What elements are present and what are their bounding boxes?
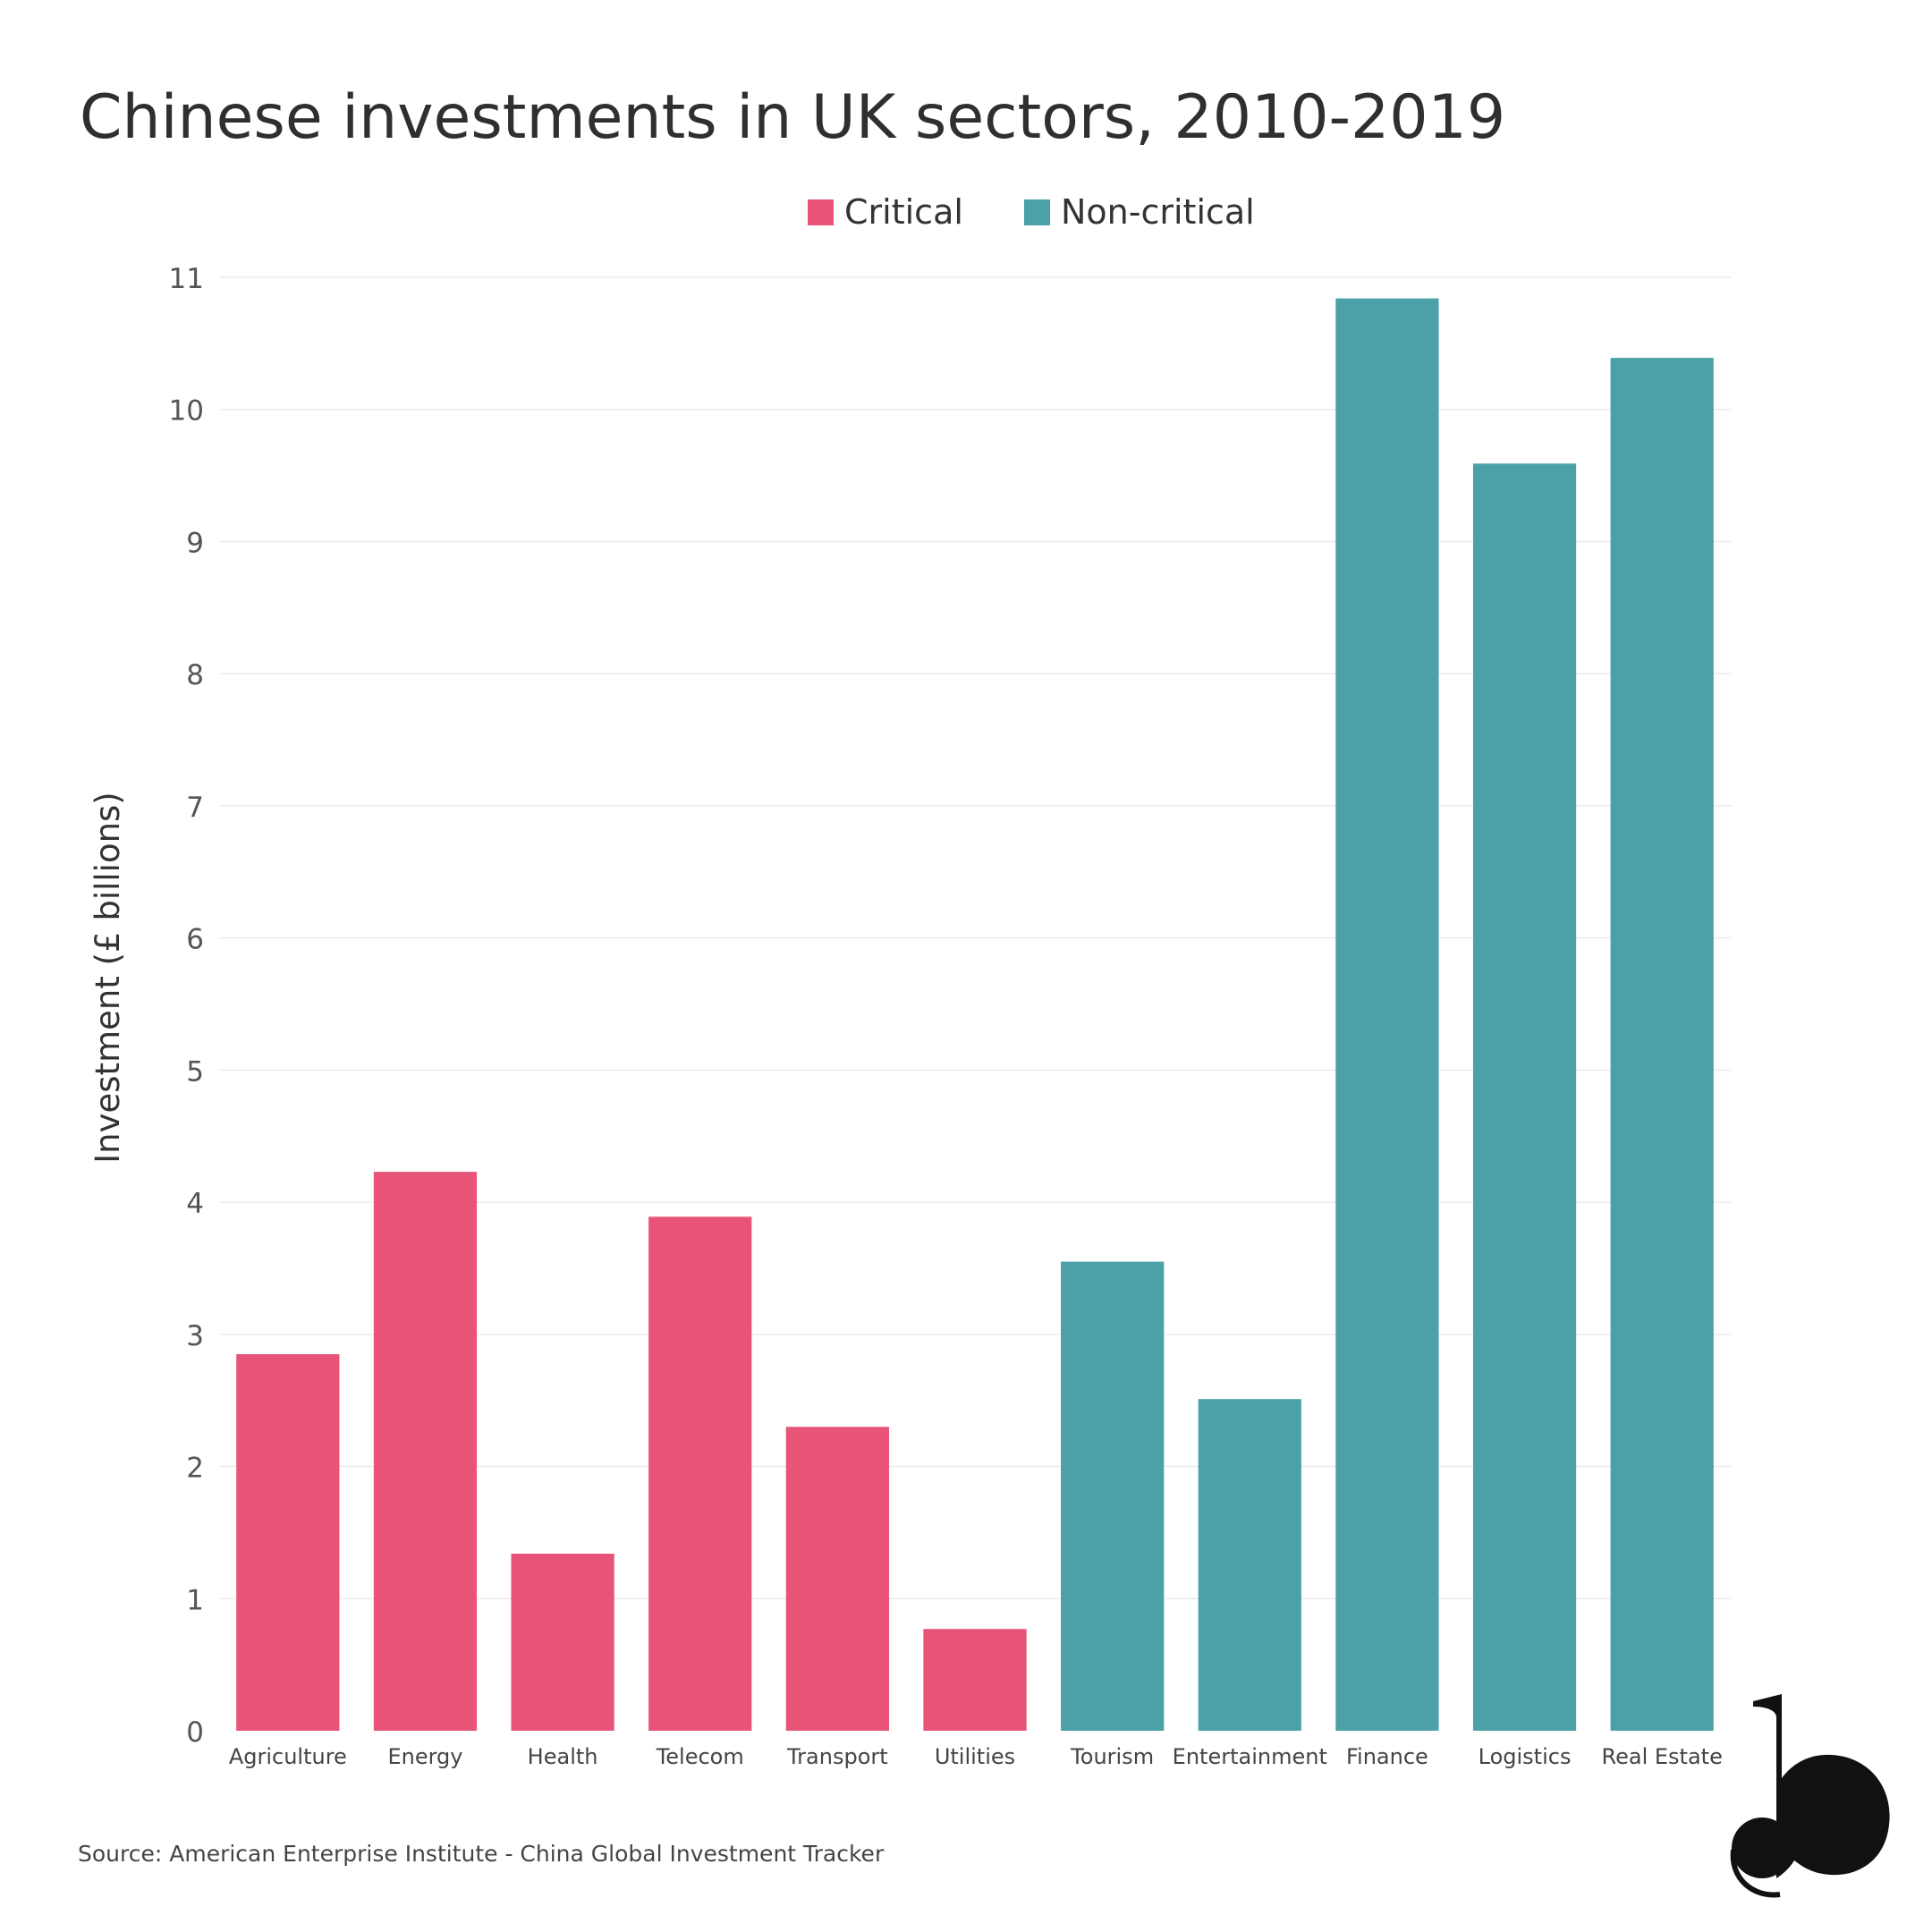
chart-title: Chinese investments in UK sectors, 2010-… bbox=[80, 82, 1506, 153]
x-tick-label: Tourism bbox=[1070, 1744, 1154, 1769]
bar-tourism[interactable] bbox=[1061, 1261, 1165, 1731]
y-tick-label: 10 bbox=[169, 395, 204, 428]
legend-swatch-critical bbox=[808, 199, 834, 225]
bar-telecom[interactable] bbox=[648, 1216, 752, 1731]
legend-swatch-non-critical bbox=[1024, 199, 1050, 225]
y-tick-label: 5 bbox=[186, 1055, 204, 1088]
bar-logistics[interactable] bbox=[1472, 463, 1577, 1732]
brand-logo-icon bbox=[1730, 1694, 1890, 1898]
y-tick-label: 0 bbox=[186, 1716, 204, 1749]
y-tick-label: 1 bbox=[186, 1584, 204, 1616]
bar-health[interactable] bbox=[511, 1554, 614, 1731]
y-tick-label: 3 bbox=[186, 1320, 204, 1352]
x-tick-label: Real Estate bbox=[1602, 1744, 1723, 1769]
y-axis-ticks: 0 1 2 3 4 5 6 7 8 9 10 11 bbox=[169, 263, 204, 1749]
source-note: Source: American Enterprise Institute - … bbox=[78, 1841, 885, 1867]
bar-transport[interactable] bbox=[785, 1427, 889, 1731]
bar-energy[interactable] bbox=[373, 1172, 478, 1731]
x-tick-label: Logistics bbox=[1479, 1744, 1572, 1769]
x-tick-label: Finance bbox=[1346, 1744, 1428, 1769]
y-tick-label: 7 bbox=[186, 792, 204, 824]
y-tick-label: 2 bbox=[186, 1453, 204, 1485]
x-axis-ticks: Agriculture Energy Health Telecom Transport U… bbox=[229, 1744, 1723, 1769]
x-tick-label: Entertainment bbox=[1173, 1744, 1327, 1769]
bar-finance[interactable] bbox=[1335, 298, 1439, 1731]
y-tick-label: 6 bbox=[186, 924, 204, 956]
x-tick-label: Transport bbox=[786, 1744, 888, 1769]
bar-utilities[interactable] bbox=[923, 1629, 1027, 1731]
bar-entertainment[interactable] bbox=[1198, 1399, 1301, 1731]
x-tick-label: Agriculture bbox=[229, 1744, 347, 1769]
x-tick-label: Health bbox=[528, 1744, 598, 1769]
x-tick-label: Telecom bbox=[656, 1744, 744, 1769]
x-tick-label: Utilities bbox=[935, 1744, 1015, 1769]
legend-label-non-critical: Non-critical bbox=[1061, 192, 1255, 232]
bar-real-estate[interactable] bbox=[1610, 358, 1714, 1731]
legend: Critical Non-critical bbox=[0, 192, 1932, 246]
legend-item-critical[interactable]: Critical bbox=[808, 192, 963, 232]
legend-label-critical: Critical bbox=[844, 192, 963, 232]
y-tick-label: 4 bbox=[186, 1188, 204, 1220]
legend-item-non-critical[interactable]: Non-critical bbox=[1024, 192, 1255, 232]
bar-agriculture[interactable] bbox=[236, 1353, 340, 1731]
y-axis-label: Investment (£ billions) bbox=[89, 792, 127, 1163]
y-tick-label: 11 bbox=[169, 263, 204, 295]
x-tick-label: Energy bbox=[387, 1744, 462, 1769]
y-tick-label: 9 bbox=[186, 527, 204, 559]
bars bbox=[236, 298, 1714, 1732]
y-tick-label: 8 bbox=[186, 659, 204, 691]
